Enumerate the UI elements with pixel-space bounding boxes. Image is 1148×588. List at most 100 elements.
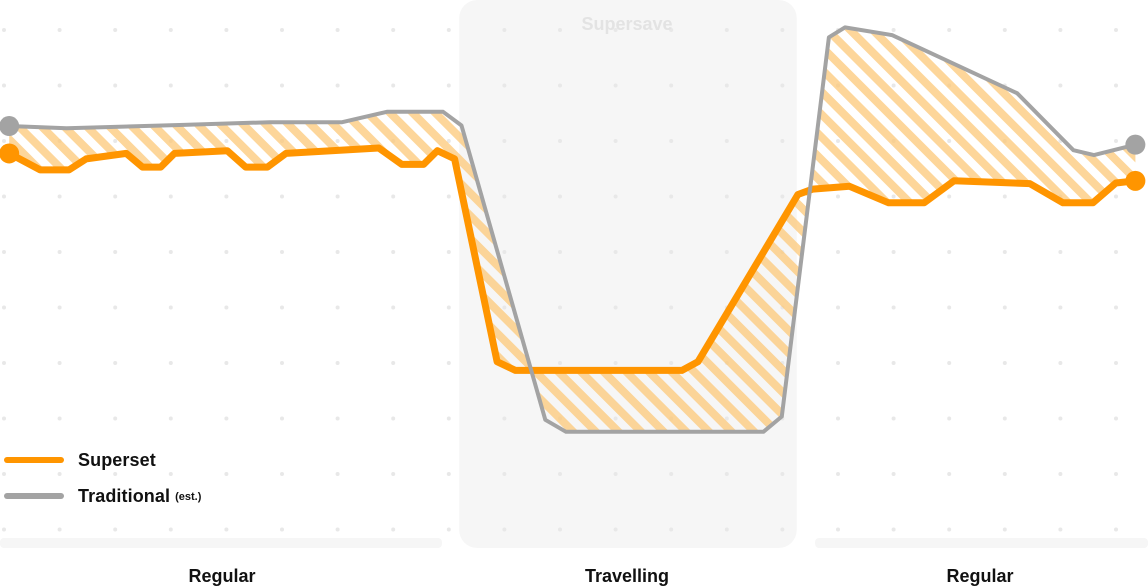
- grid-dot: [891, 527, 896, 532]
- grid-dot: [335, 194, 340, 199]
- grid-dot: [335, 416, 340, 421]
- grid-dot: [1114, 472, 1118, 476]
- grid-dot: [2, 361, 6, 365]
- grid-dot: [224, 527, 229, 532]
- grid-dot: [57, 83, 62, 88]
- grid-dot: [391, 527, 396, 532]
- grid-dot: [1002, 527, 1007, 532]
- grid-dots: [2, 28, 1118, 532]
- grid-dot: [168, 361, 173, 365]
- grid-dot: [724, 250, 729, 254]
- grid-dot: [57, 416, 62, 421]
- legend-swatch-superset: [4, 457, 64, 463]
- grid-dot: [1002, 416, 1007, 421]
- grid-dot: [669, 83, 674, 88]
- grid-dot: [335, 28, 340, 32]
- grid-dot: [113, 28, 118, 32]
- grid-dot: [947, 194, 952, 199]
- grid-dot: [780, 28, 785, 32]
- grid-dot: [558, 361, 562, 365]
- grid-dot: [669, 28, 674, 32]
- grid-dot: [280, 416, 284, 421]
- grid-dot: [2, 416, 6, 421]
- legend-item-traditional: Traditional (est.): [0, 478, 201, 514]
- grid-dot: [168, 416, 173, 421]
- grid-dot: [502, 472, 507, 476]
- grid-dot: [224, 305, 229, 310]
- supersave-band: [459, 0, 797, 548]
- grid-dot: [502, 28, 507, 32]
- grid-dot: [613, 83, 618, 88]
- grid-dot: [224, 361, 229, 365]
- grid-dot: [724, 28, 729, 32]
- grid-dot: [391, 194, 396, 199]
- grid-dot: [780, 139, 785, 143]
- grid-dot: [780, 194, 785, 199]
- grid-dot: [168, 83, 173, 88]
- grid-dot: [391, 416, 396, 421]
- grid-dot: [280, 305, 284, 310]
- grid-dot: [502, 139, 507, 143]
- grid-dot: [57, 527, 62, 532]
- grid-dot: [113, 194, 118, 199]
- grid-dot: [446, 305, 451, 310]
- grid-dot: [1114, 83, 1118, 88]
- grid-dot: [446, 527, 451, 532]
- grid-dot: [2, 28, 6, 32]
- grid-dot: [947, 416, 952, 421]
- grid-dot: [836, 416, 840, 421]
- grid-dot: [57, 361, 62, 365]
- grid-dot: [168, 28, 173, 32]
- grid-dot: [57, 28, 62, 32]
- difference-area: [9, 27, 1136, 432]
- legend-swatch-traditional: [4, 493, 64, 499]
- grid-dot: [724, 194, 729, 199]
- grid-dot: [446, 83, 451, 88]
- grid-dot: [1114, 139, 1118, 143]
- grid-dot: [335, 472, 340, 476]
- grid-dot: [57, 194, 62, 199]
- grid-dot: [224, 250, 229, 254]
- grid-dot: [391, 305, 396, 310]
- grid-dot: [669, 305, 674, 310]
- grid-dot: [1058, 472, 1063, 476]
- grid-dot: [168, 305, 173, 310]
- series-line-superset: [5, 144, 1139, 374]
- grid-dot: [669, 361, 674, 365]
- grid-dot: [280, 28, 284, 32]
- grid-dot: [947, 472, 952, 476]
- grid-dot: [446, 250, 451, 254]
- grid-dot: [1058, 83, 1063, 88]
- series-line-traditional: [7, 25, 1138, 434]
- grid-dot: [113, 250, 118, 254]
- grid-dot: [280, 194, 284, 199]
- grid-dot: [391, 28, 396, 32]
- grid-dot: [724, 139, 729, 143]
- grid-dot: [280, 472, 284, 476]
- phase-bar-0: [0, 538, 442, 548]
- phase-label-regular-1: Regular: [188, 566, 256, 586]
- grid-dot: [113, 305, 118, 310]
- grid-dot: [224, 83, 229, 88]
- grid-dot: [2, 305, 6, 310]
- supersave-band-label: Supersave: [581, 14, 673, 34]
- grid-dot: [335, 305, 340, 310]
- grid-dot: [613, 194, 618, 199]
- grid-dot: [558, 472, 562, 476]
- phase-bar-2: [815, 538, 1148, 548]
- grid-dot: [168, 250, 173, 254]
- grid-dot: [280, 250, 284, 254]
- grid-dot: [2, 194, 6, 199]
- grid-dot: [1002, 472, 1007, 476]
- grid-dot: [280, 527, 284, 532]
- legend-label-superset: Superset: [78, 449, 156, 470]
- grid-dot: [1058, 527, 1063, 532]
- grid-dot: [836, 472, 840, 476]
- grid-dot: [113, 416, 118, 421]
- grid-dot: [1058, 305, 1063, 310]
- grid-dot: [446, 194, 451, 199]
- grid-dot: [280, 83, 284, 88]
- grid-dot: [836, 527, 840, 532]
- grid-dot: [1114, 416, 1118, 421]
- grid-dot: [446, 361, 451, 365]
